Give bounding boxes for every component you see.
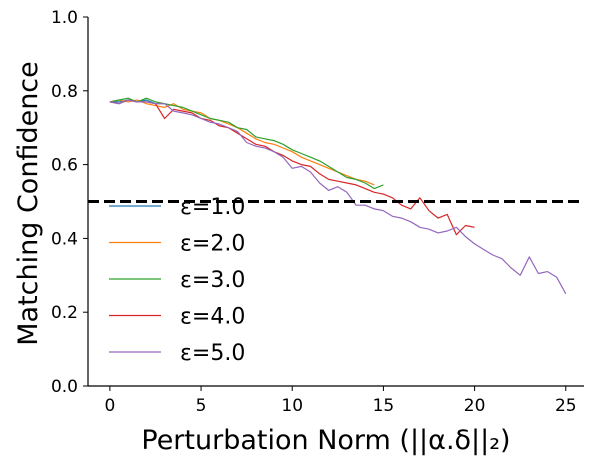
series-line-5 bbox=[109, 99, 567, 295]
y-axis-label: Matching Confidence bbox=[13, 61, 44, 346]
x-tick-label: 25 bbox=[555, 396, 577, 416]
legend-label-5: ε=5.0 bbox=[180, 341, 245, 366]
series-line-2 bbox=[109, 99, 375, 186]
y-tick-label: 0.2 bbox=[51, 303, 78, 323]
plot-lines bbox=[109, 97, 567, 295]
x-tick-label: 20 bbox=[464, 396, 486, 416]
y-axis-ticks: 0.0 0.2 0.4 0.6 0.8 1.0 bbox=[51, 8, 88, 397]
y-tick-label: 0.6 bbox=[51, 156, 78, 176]
legend: ε=1.0 ε=2.0 ε=3.0 ε=4.0 ε=5.0 bbox=[109, 195, 245, 366]
legend-label-2: ε=2.0 bbox=[180, 232, 245, 257]
x-axis-label: Perturbation Norm (||α.δ||₂) bbox=[141, 425, 510, 456]
y-tick-label: 0.8 bbox=[51, 82, 78, 102]
x-tick-label: 5 bbox=[196, 396, 207, 416]
legend-label-3: ε=3.0 bbox=[180, 268, 245, 293]
y-tick-label: 0.0 bbox=[51, 377, 78, 397]
x-tick-label: 15 bbox=[373, 396, 395, 416]
y-tick-label: 0.4 bbox=[51, 229, 78, 249]
x-axis-ticks: 0 5 10 15 20 25 bbox=[104, 386, 577, 416]
x-tick-label: 0 bbox=[104, 396, 115, 416]
x-tick-label: 10 bbox=[281, 396, 303, 416]
legend-label-1: ε=1.0 bbox=[180, 195, 245, 220]
y-tick-label: 1.0 bbox=[51, 8, 78, 28]
legend-label-4: ε=4.0 bbox=[180, 305, 245, 330]
series-line-3 bbox=[109, 97, 384, 190]
series-line-4 bbox=[109, 99, 475, 236]
